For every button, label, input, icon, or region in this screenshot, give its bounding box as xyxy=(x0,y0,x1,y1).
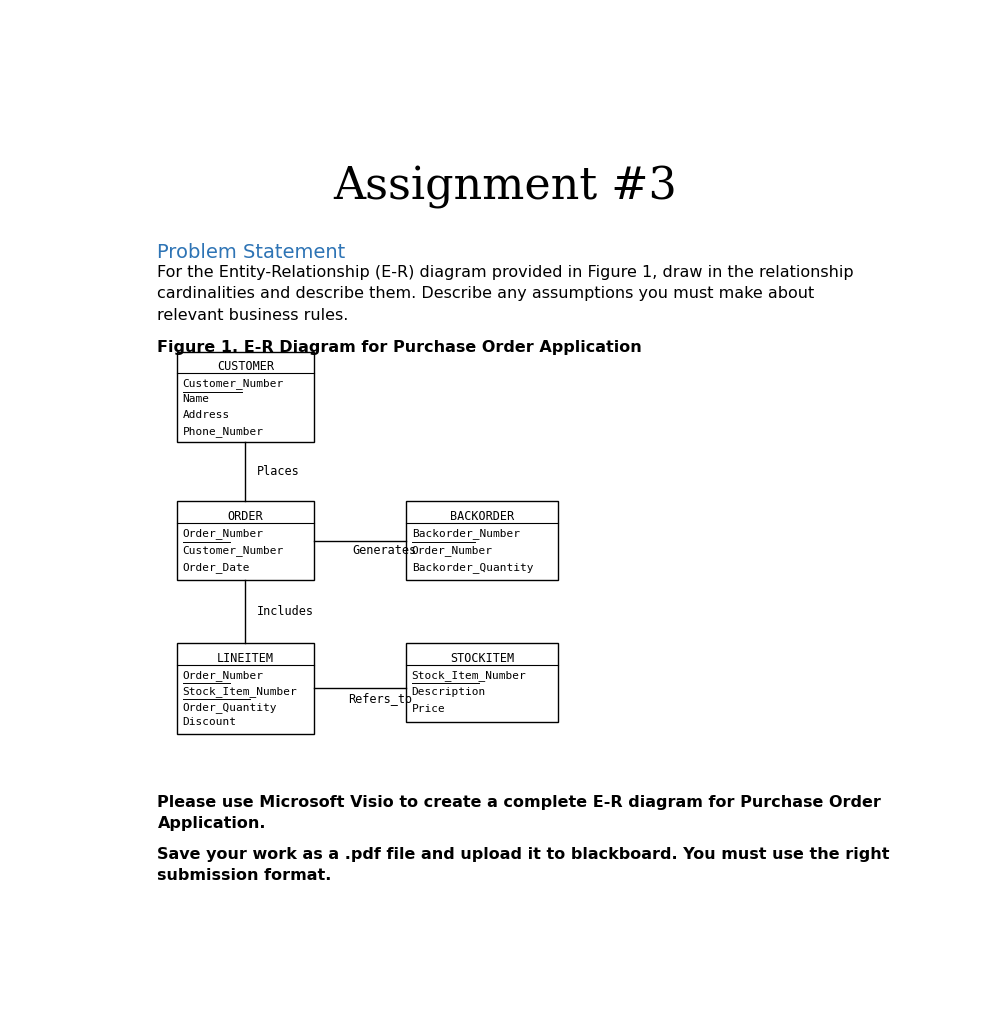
Text: Discount: Discount xyxy=(182,718,236,727)
Text: Assignment #3: Assignment #3 xyxy=(333,166,677,210)
Text: Figure 1. E-R Diagram for Purchase Order Application: Figure 1. E-R Diagram for Purchase Order… xyxy=(158,340,642,354)
Text: Description: Description xyxy=(412,687,486,697)
Text: Problem Statement: Problem Statement xyxy=(158,243,346,262)
Text: Refers_to: Refers_to xyxy=(349,692,413,705)
FancyBboxPatch shape xyxy=(406,502,558,581)
Text: Order_Number: Order_Number xyxy=(182,670,264,681)
Text: Stock_Item_Number: Stock_Item_Number xyxy=(182,686,297,696)
Text: BACKORDER: BACKORDER xyxy=(450,510,514,523)
Text: Generates: Generates xyxy=(353,544,417,557)
Text: Order_Date: Order_Date xyxy=(182,562,250,573)
Text: Order_Number: Order_Number xyxy=(412,545,492,556)
Text: Address: Address xyxy=(182,410,230,420)
Text: ORDER: ORDER xyxy=(228,510,263,523)
Text: For the Entity-Relationship (E-R) diagram provided in Figure 1, draw in the rela: For the Entity-Relationship (E-R) diagra… xyxy=(158,265,854,323)
Text: Name: Name xyxy=(182,394,210,404)
Text: Order_Number: Order_Number xyxy=(182,528,264,539)
Text: Customer_Number: Customer_Number xyxy=(182,545,284,556)
Text: Price: Price xyxy=(412,705,445,715)
FancyBboxPatch shape xyxy=(176,502,314,581)
FancyBboxPatch shape xyxy=(176,643,314,734)
Text: Please use Microsoft Visio to create a complete E-R diagram for Purchase Order
A: Please use Microsoft Visio to create a c… xyxy=(158,795,882,831)
FancyBboxPatch shape xyxy=(176,351,314,442)
Text: Phone_Number: Phone_Number xyxy=(182,426,264,436)
Text: STOCKITEM: STOCKITEM xyxy=(450,652,514,665)
Text: Includes: Includes xyxy=(257,605,313,618)
Text: Backorder_Quantity: Backorder_Quantity xyxy=(412,562,533,573)
Text: CUSTOMER: CUSTOMER xyxy=(217,360,274,373)
Text: Order_Quantity: Order_Quantity xyxy=(182,701,277,713)
Text: Stock_Item_Number: Stock_Item_Number xyxy=(412,670,526,681)
Text: Customer_Number: Customer_Number xyxy=(182,378,284,389)
FancyBboxPatch shape xyxy=(406,643,558,722)
Text: Backorder_Number: Backorder_Number xyxy=(412,528,520,539)
Text: LINEITEM: LINEITEM xyxy=(217,652,274,665)
Text: Save your work as a .pdf file and upload it to blackboard. You must use the righ: Save your work as a .pdf file and upload… xyxy=(158,847,890,884)
Text: Places: Places xyxy=(257,465,299,478)
